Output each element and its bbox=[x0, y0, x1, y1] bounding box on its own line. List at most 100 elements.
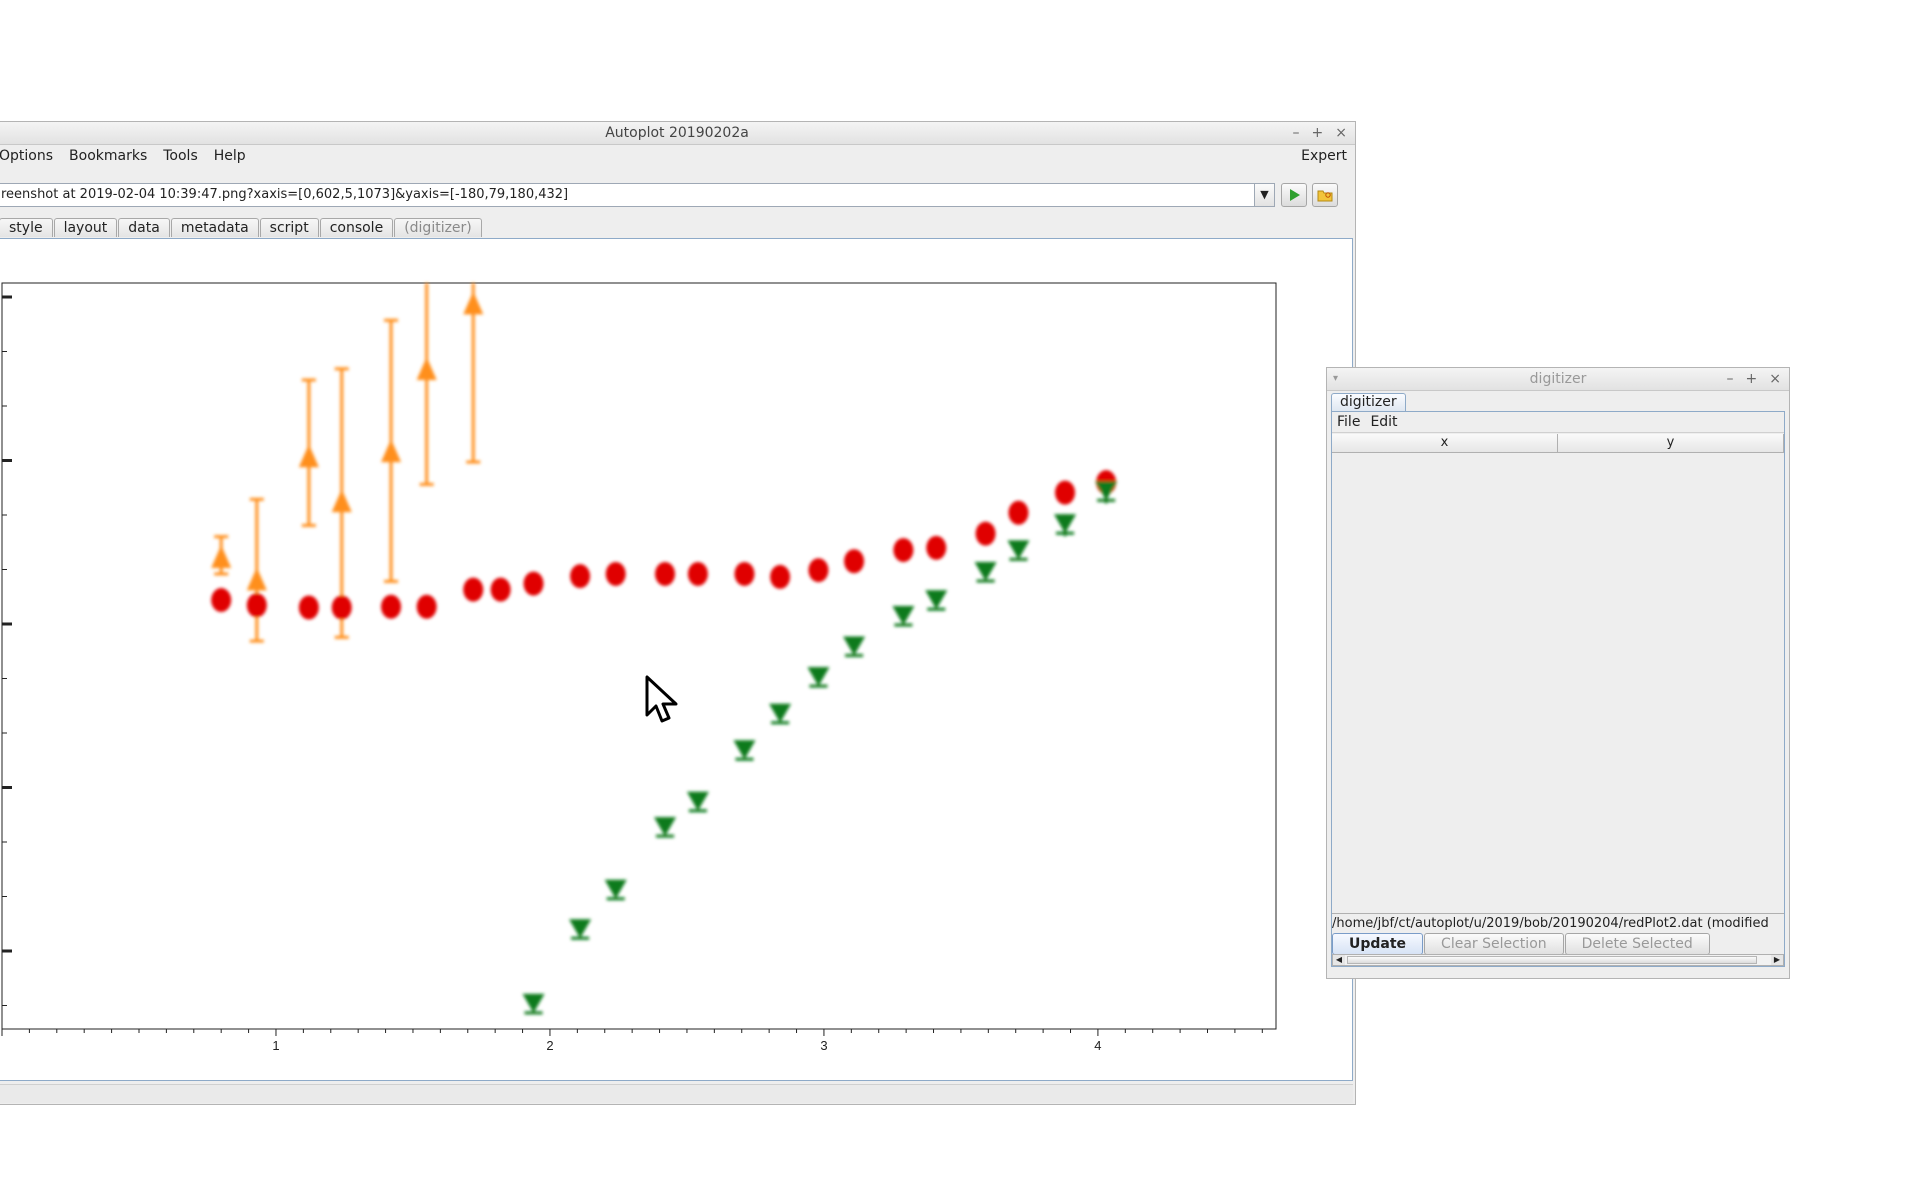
red-circle-point bbox=[1055, 480, 1076, 505]
update-button[interactable]: Update bbox=[1332, 933, 1424, 955]
canvas-panel: 1 2 3 4 bbox=[0, 238, 1353, 1081]
close-icon[interactable]: × bbox=[1335, 125, 1347, 141]
url-row: reenshot at 2019-02-04 10:39:47.png?xaxi… bbox=[0, 183, 1357, 209]
digitizer-panel: File Edit x y /home/jbf/ct/autoplot/u/20… bbox=[1331, 411, 1785, 967]
menu-tools[interactable]: Tools bbox=[163, 148, 198, 164]
tab-console[interactable]: console bbox=[319, 218, 394, 237]
tab-layout[interactable]: layout bbox=[53, 218, 118, 237]
window-title: Autoplot 20190202a bbox=[605, 125, 749, 141]
column-header-x[interactable]: x bbox=[1332, 434, 1558, 452]
horizontal-scrollbar[interactable]: ◀ ▶ bbox=[1332, 954, 1784, 966]
green-triangle-point bbox=[733, 740, 756, 760]
red-circle-point bbox=[490, 577, 511, 602]
green-triangle-point bbox=[522, 993, 545, 1013]
expert-toggle[interactable]: Expert bbox=[1301, 148, 1347, 164]
plot-go-button[interactable] bbox=[1281, 183, 1307, 207]
menubar: Options Bookmarks Tools Help Expert bbox=[0, 145, 1355, 167]
column-header-y[interactable]: y bbox=[1558, 434, 1784, 452]
minimize-icon[interactable]: – bbox=[1292, 125, 1300, 141]
green-triangle-point bbox=[974, 561, 997, 581]
delete-selected-button[interactable]: Delete Selected bbox=[1564, 933, 1710, 955]
close-icon[interactable]: × bbox=[1769, 371, 1781, 387]
red-circle-point bbox=[605, 561, 626, 586]
x-tick-label: 3 bbox=[820, 1038, 827, 1053]
main-titlebar[interactable]: Autoplot 20190202a – + × bbox=[0, 122, 1355, 145]
maximize-icon[interactable]: + bbox=[1745, 371, 1758, 387]
tab-digitizer[interactable]: (digitizer) bbox=[394, 218, 482, 237]
orange-triangle-point bbox=[381, 439, 402, 463]
green-triangle-point bbox=[569, 919, 592, 939]
clear-selection-button[interactable]: Clear Selection bbox=[1424, 933, 1564, 955]
plot-frame bbox=[1, 282, 1277, 1030]
red-circle-point bbox=[844, 549, 865, 574]
red-circle-point bbox=[734, 561, 755, 586]
red-circle-point bbox=[246, 593, 267, 618]
red-circle-point bbox=[381, 594, 402, 619]
tab-script[interactable]: script bbox=[259, 218, 319, 237]
digitizer-tab-bar: digitizer bbox=[1331, 393, 1406, 411]
red-circle-point bbox=[975, 521, 996, 546]
tab-digitizer-panel[interactable]: digitizer bbox=[1331, 393, 1406, 411]
points-table[interactable] bbox=[1332, 453, 1784, 914]
menu-file[interactable]: File bbox=[1337, 414, 1361, 430]
digitizer-title: digitizer bbox=[1529, 371, 1587, 387]
menu-options[interactable]: Options bbox=[0, 148, 54, 164]
orange-triangle-point bbox=[463, 291, 484, 315]
status-bar bbox=[0, 1084, 1353, 1103]
red-circle-point bbox=[687, 561, 708, 586]
menu-edit[interactable]: Edit bbox=[1370, 414, 1398, 430]
browse-button[interactable] bbox=[1312, 183, 1338, 207]
red-circle-point bbox=[893, 538, 914, 563]
minimize-icon[interactable]: – bbox=[1726, 371, 1734, 387]
green-triangle-point bbox=[843, 636, 866, 656]
tab-metadata[interactable]: metadata bbox=[170, 218, 259, 237]
green-triangle-point bbox=[1095, 481, 1118, 501]
red-circle-point bbox=[808, 558, 829, 583]
url-history-dropdown[interactable]: ▼ bbox=[1255, 183, 1275, 207]
data-points bbox=[211, 283, 1118, 1015]
play-icon bbox=[1290, 189, 1300, 201]
red-circle-point bbox=[770, 564, 791, 589]
red-circle-point bbox=[463, 577, 484, 602]
red-circle-point bbox=[655, 561, 676, 586]
scrollbar-thumb[interactable] bbox=[1347, 956, 1757, 964]
red-circle-point bbox=[926, 535, 947, 560]
orange-triangle-point bbox=[246, 567, 267, 591]
red-circle-point bbox=[416, 594, 437, 619]
chevron-down-icon: ▼ bbox=[1260, 188, 1269, 201]
green-triangle-point bbox=[1007, 540, 1030, 560]
green-triangle-point bbox=[1054, 514, 1077, 534]
window-menu-icon[interactable]: ▾ bbox=[1333, 373, 1339, 384]
menu-help[interactable]: Help bbox=[213, 148, 246, 164]
red-circle-point bbox=[570, 564, 591, 589]
points-table-header: x y bbox=[1332, 434, 1784, 453]
red-circle-point bbox=[523, 571, 544, 596]
green-triangle-point bbox=[769, 703, 792, 723]
red-circle-point bbox=[331, 595, 352, 620]
autoplot-window: Autoplot 20190202a – + × Options Bookmar… bbox=[0, 121, 1356, 1105]
file-path-label: /home/jbf/ct/autoplot/u/2019/bob/2019020… bbox=[1332, 916, 1769, 931]
x-tick-label: 2 bbox=[546, 1038, 553, 1053]
red-circle-point bbox=[298, 595, 319, 620]
maximize-icon[interactable]: + bbox=[1311, 125, 1324, 141]
orange-triangle-point bbox=[416, 357, 437, 381]
tab-data[interactable]: data bbox=[118, 218, 170, 237]
green-triangle-point bbox=[807, 667, 830, 687]
green-triangle-point bbox=[686, 791, 709, 811]
scroll-right-icon[interactable]: ▶ bbox=[1771, 955, 1783, 965]
green-triangle-point bbox=[604, 879, 627, 899]
mouse-pointer-icon bbox=[645, 675, 678, 723]
data-source-url-input[interactable]: reenshot at 2019-02-04 10:39:47.png?xaxi… bbox=[0, 183, 1255, 207]
scroll-left-icon[interactable]: ◀ bbox=[1333, 955, 1345, 965]
orange-triangle-point bbox=[211, 545, 232, 569]
green-triangle-point bbox=[654, 817, 677, 837]
x-tick-label: 4 bbox=[1094, 1038, 1101, 1053]
menu-bookmarks[interactable]: Bookmarks bbox=[69, 148, 148, 164]
orange-triangle-point bbox=[298, 444, 319, 468]
tab-bar: style layout data metadata script consol… bbox=[0, 218, 483, 238]
orange-triangle-point bbox=[331, 489, 352, 513]
digitizer-titlebar[interactable]: ▾ digitizer – + × bbox=[1327, 368, 1789, 391]
plot-canvas[interactable]: 1 2 3 4 bbox=[0, 239, 1352, 1080]
tab-style[interactable]: style bbox=[0, 218, 53, 237]
folder-icon bbox=[1317, 190, 1333, 202]
